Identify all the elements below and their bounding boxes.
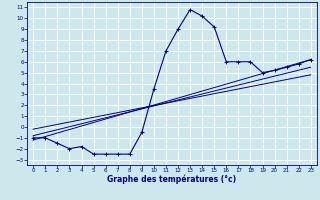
X-axis label: Graphe des températures (°c): Graphe des températures (°c) [108,175,236,184]
